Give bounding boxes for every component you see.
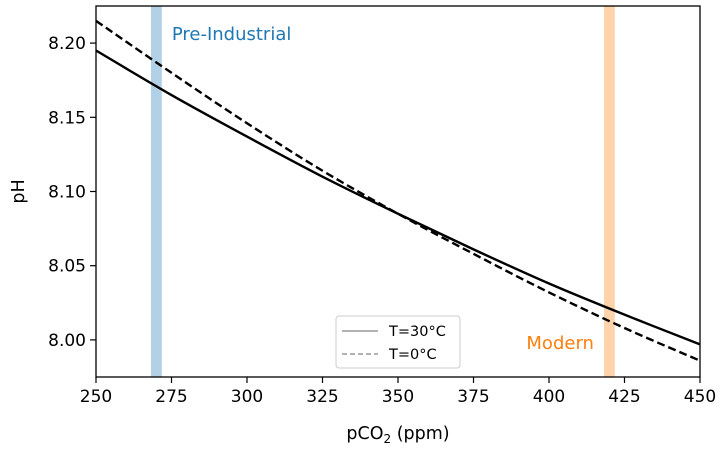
y-axis-label: pH	[9, 179, 29, 203]
series-line-0	[95, 49, 701, 346]
x-axis-label-subscript: 2	[383, 432, 391, 446]
annotation-pre-industrial: Pre-Industrial	[172, 24, 292, 45]
x-tick-label: 400	[533, 387, 565, 407]
x-tick-label: 350	[382, 387, 414, 407]
x-tick-label: 300	[231, 387, 263, 407]
x-axis-label-suffix: (ppm)	[391, 424, 449, 444]
y-tick-label: 8.10	[48, 183, 86, 203]
legend: T=30°C T=0°C	[335, 315, 461, 369]
y-tick-label: 8.00	[48, 331, 86, 351]
legend-label-1: T=0°C	[388, 347, 437, 363]
annotation-modern: Modern	[526, 333, 594, 354]
y-tick-label: 8.05	[48, 257, 86, 277]
highlight-bands	[150, 6, 615, 377]
legend-box	[335, 315, 461, 369]
x-tick-label: 450	[684, 387, 716, 407]
x-tick-label: 425	[608, 387, 640, 407]
highlight-band-0	[150, 6, 162, 377]
x-tick-label: 275	[155, 387, 187, 407]
annotations: Pre-Industrial Modern	[172, 24, 594, 354]
x-axis-ticks: 250 275 300 325 350 375 400 425 450	[80, 377, 716, 407]
x-tick-label: 250	[80, 387, 112, 407]
series-lines	[95, 19, 701, 362]
y-tick-label: 8.15	[48, 108, 86, 128]
legend-label-0: T=30°C	[388, 324, 446, 340]
highlight-band-1	[603, 6, 615, 377]
y-tick-label: 8.20	[48, 34, 86, 54]
x-tick-label: 325	[306, 387, 338, 407]
x-axis-label-prefix: pCO	[346, 424, 383, 444]
x-axis-label: pCO2 (ppm)	[346, 424, 449, 446]
x-tick-label: 375	[457, 387, 489, 407]
y-axis-ticks: 8.00 8.05 8.10 8.15 8.20	[48, 34, 96, 351]
